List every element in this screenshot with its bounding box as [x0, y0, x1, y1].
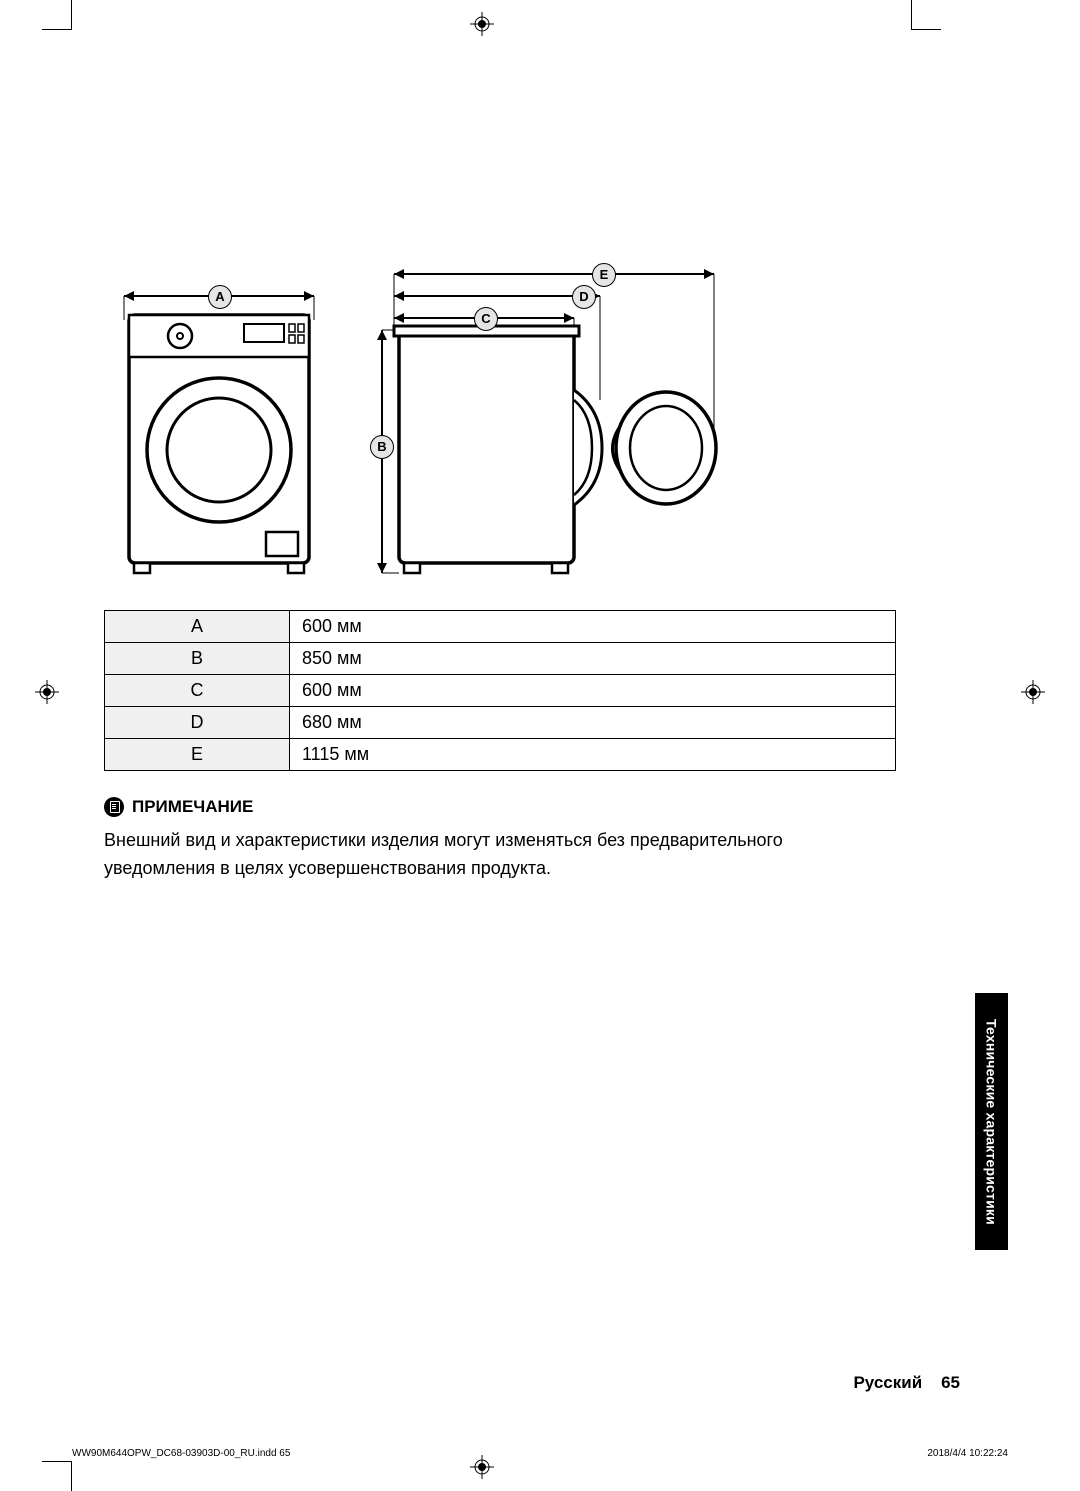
- dim-key: D: [105, 707, 290, 739]
- registration-mark-icon: [1021, 680, 1045, 704]
- dimensions-table: A 600 мм B 850 мм C 600 мм D 680 мм E: [104, 610, 896, 771]
- dimension-label-b: B: [370, 435, 394, 459]
- dimension-label-d: D: [572, 285, 596, 309]
- footer-language-page: Русский 65: [853, 1373, 960, 1393]
- crop-mark: [71, 1462, 72, 1491]
- dim-key: A: [105, 611, 290, 643]
- table-row: B 850 мм: [105, 643, 896, 675]
- dim-value: 600 мм: [290, 675, 896, 707]
- registration-mark-icon: [35, 680, 59, 704]
- table-row: A 600 мм: [105, 611, 896, 643]
- dim-value: 680 мм: [290, 707, 896, 739]
- washer-side-view: E D C B: [374, 260, 734, 580]
- dim-key: C: [105, 675, 290, 707]
- washer-front-view: A: [104, 260, 334, 580]
- dimension-label-c: C: [474, 307, 498, 331]
- footer-source-file: WW90M644OPW_DC68-03903D-00_RU.indd 65: [72, 1448, 290, 1459]
- footer-language: Русский: [853, 1373, 922, 1392]
- note-header: ПРИМЕЧАНИЕ: [104, 797, 896, 817]
- table-row: E 1115 мм: [105, 739, 896, 771]
- crop-mark: [911, 0, 912, 29]
- note-icon: [104, 797, 124, 817]
- dim-value: 600 мм: [290, 611, 896, 643]
- crop-mark: [42, 29, 72, 30]
- dimension-label-e: E: [592, 263, 616, 287]
- crop-mark: [71, 0, 72, 29]
- registration-mark-icon: [470, 12, 494, 36]
- registration-mark-icon: [470, 1455, 494, 1479]
- dim-key: E: [105, 739, 290, 771]
- dim-value: 850 мм: [290, 643, 896, 675]
- footer-page-number: 65: [941, 1373, 960, 1392]
- dim-value: 1115 мм: [290, 739, 896, 771]
- section-tab: Технические характеристики: [975, 993, 1008, 1250]
- crop-mark: [42, 1461, 72, 1462]
- table-row: C 600 мм: [105, 675, 896, 707]
- dim-key: B: [105, 643, 290, 675]
- note-title: ПРИМЕЧАНИЕ: [132, 797, 253, 817]
- footer-timestamp: 2018/4/4 10:22:24: [927, 1448, 1008, 1459]
- dimension-label-a: A: [208, 285, 232, 309]
- crop-mark: [911, 29, 941, 30]
- note-body: Внешний вид и характеристики изделия мог…: [104, 827, 896, 883]
- dimensions-diagram: A: [104, 260, 896, 580]
- table-row: D 680 мм: [105, 707, 896, 739]
